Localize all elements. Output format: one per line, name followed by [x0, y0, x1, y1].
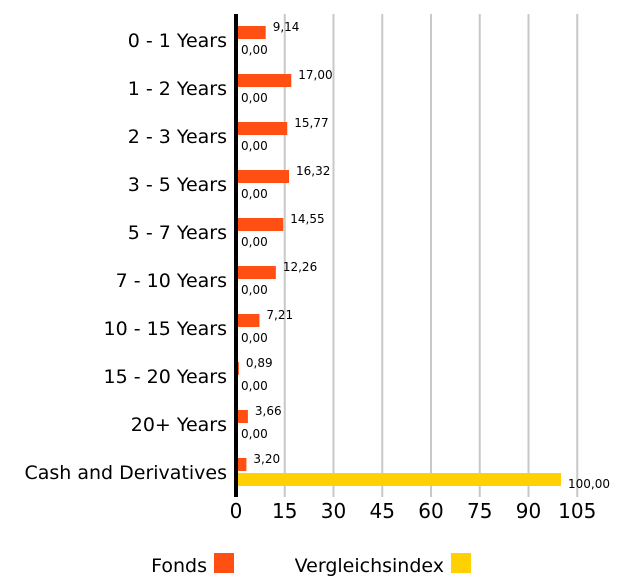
data-label: 7,21 [266, 308, 293, 322]
x-tick-label: 105 [558, 499, 596, 523]
category-label: 5 - 7 Years [128, 222, 227, 244]
x-tick-label: 75 [467, 499, 492, 523]
category-label: 20+ Years [131, 414, 227, 436]
data-label: 0,00 [241, 235, 268, 249]
legend-swatch [451, 553, 471, 573]
x-tick-label: 15 [272, 499, 297, 523]
data-label: 0,00 [241, 427, 268, 441]
data-label: 0,00 [241, 91, 268, 105]
bar-fonds [236, 458, 247, 471]
legend-label: Fonds [151, 555, 207, 576]
legend-label: Vergleichsindex [295, 555, 444, 576]
data-label: 0,00 [241, 43, 268, 57]
x-tick-label: 0 [230, 499, 243, 523]
x-tick-label: 60 [418, 499, 443, 523]
category-label: 15 - 20 Years [104, 366, 227, 388]
bar-fonds [236, 218, 284, 231]
data-label: 0,00 [241, 283, 268, 297]
data-label: 3,20 [253, 452, 280, 466]
bar-vergleichsindex [236, 473, 561, 486]
x-tick-labels: 0 15 30 45 60 75 90 105 [230, 499, 597, 523]
bar-fonds [236, 26, 266, 39]
x-tick-label: 30 [321, 499, 346, 523]
data-label: 0,00 [241, 139, 268, 153]
data-label: 0,89 [246, 356, 273, 370]
bar-fonds [236, 314, 260, 327]
legend: Fonds Vergleichsindex [151, 553, 471, 576]
x-tick-label: 90 [516, 499, 541, 523]
category-label: 0 - 1 Years [128, 30, 227, 52]
data-label: 100,00 [568, 477, 610, 491]
data-label: 17,00 [298, 68, 332, 82]
bar-fonds [236, 170, 290, 183]
category-label: Cash and Derivatives [24, 462, 227, 484]
bar-fonds [236, 74, 292, 87]
data-label: 12,26 [283, 260, 317, 274]
category-label: 10 - 15 Years [104, 318, 227, 340]
data-label: 16,32 [296, 164, 330, 178]
data-label: 0,00 [241, 379, 268, 393]
data-label: 15,77 [294, 116, 328, 130]
bar-fonds [236, 266, 276, 279]
data-label: 3,66 [255, 404, 282, 418]
bars [236, 26, 561, 486]
legend-swatch [214, 553, 234, 573]
category-labels: 0 - 1 Years 1 - 2 Years 2 - 3 Years 3 - 5 Y… [24, 30, 227, 484]
data-label: 9,14 [273, 20, 300, 34]
category-label: 7 - 10 Years [116, 270, 227, 292]
category-label: 3 - 5 Years [128, 174, 227, 196]
category-label: 2 - 3 Years [128, 126, 227, 148]
category-label: 1 - 2 Years [128, 78, 227, 100]
bar-fonds [236, 410, 248, 423]
grid-lines [283, 14, 579, 497]
data-label: 0,00 [241, 331, 268, 345]
bar-fonds [236, 122, 288, 135]
x-tick-label: 45 [370, 499, 395, 523]
value-labels: 9,14 0,00 17,00 0,00 15,77 0,00 16,32 0,00 14,55… [241, 20, 610, 491]
data-label: 0,00 [241, 187, 268, 201]
data-label: 14,55 [290, 212, 324, 226]
